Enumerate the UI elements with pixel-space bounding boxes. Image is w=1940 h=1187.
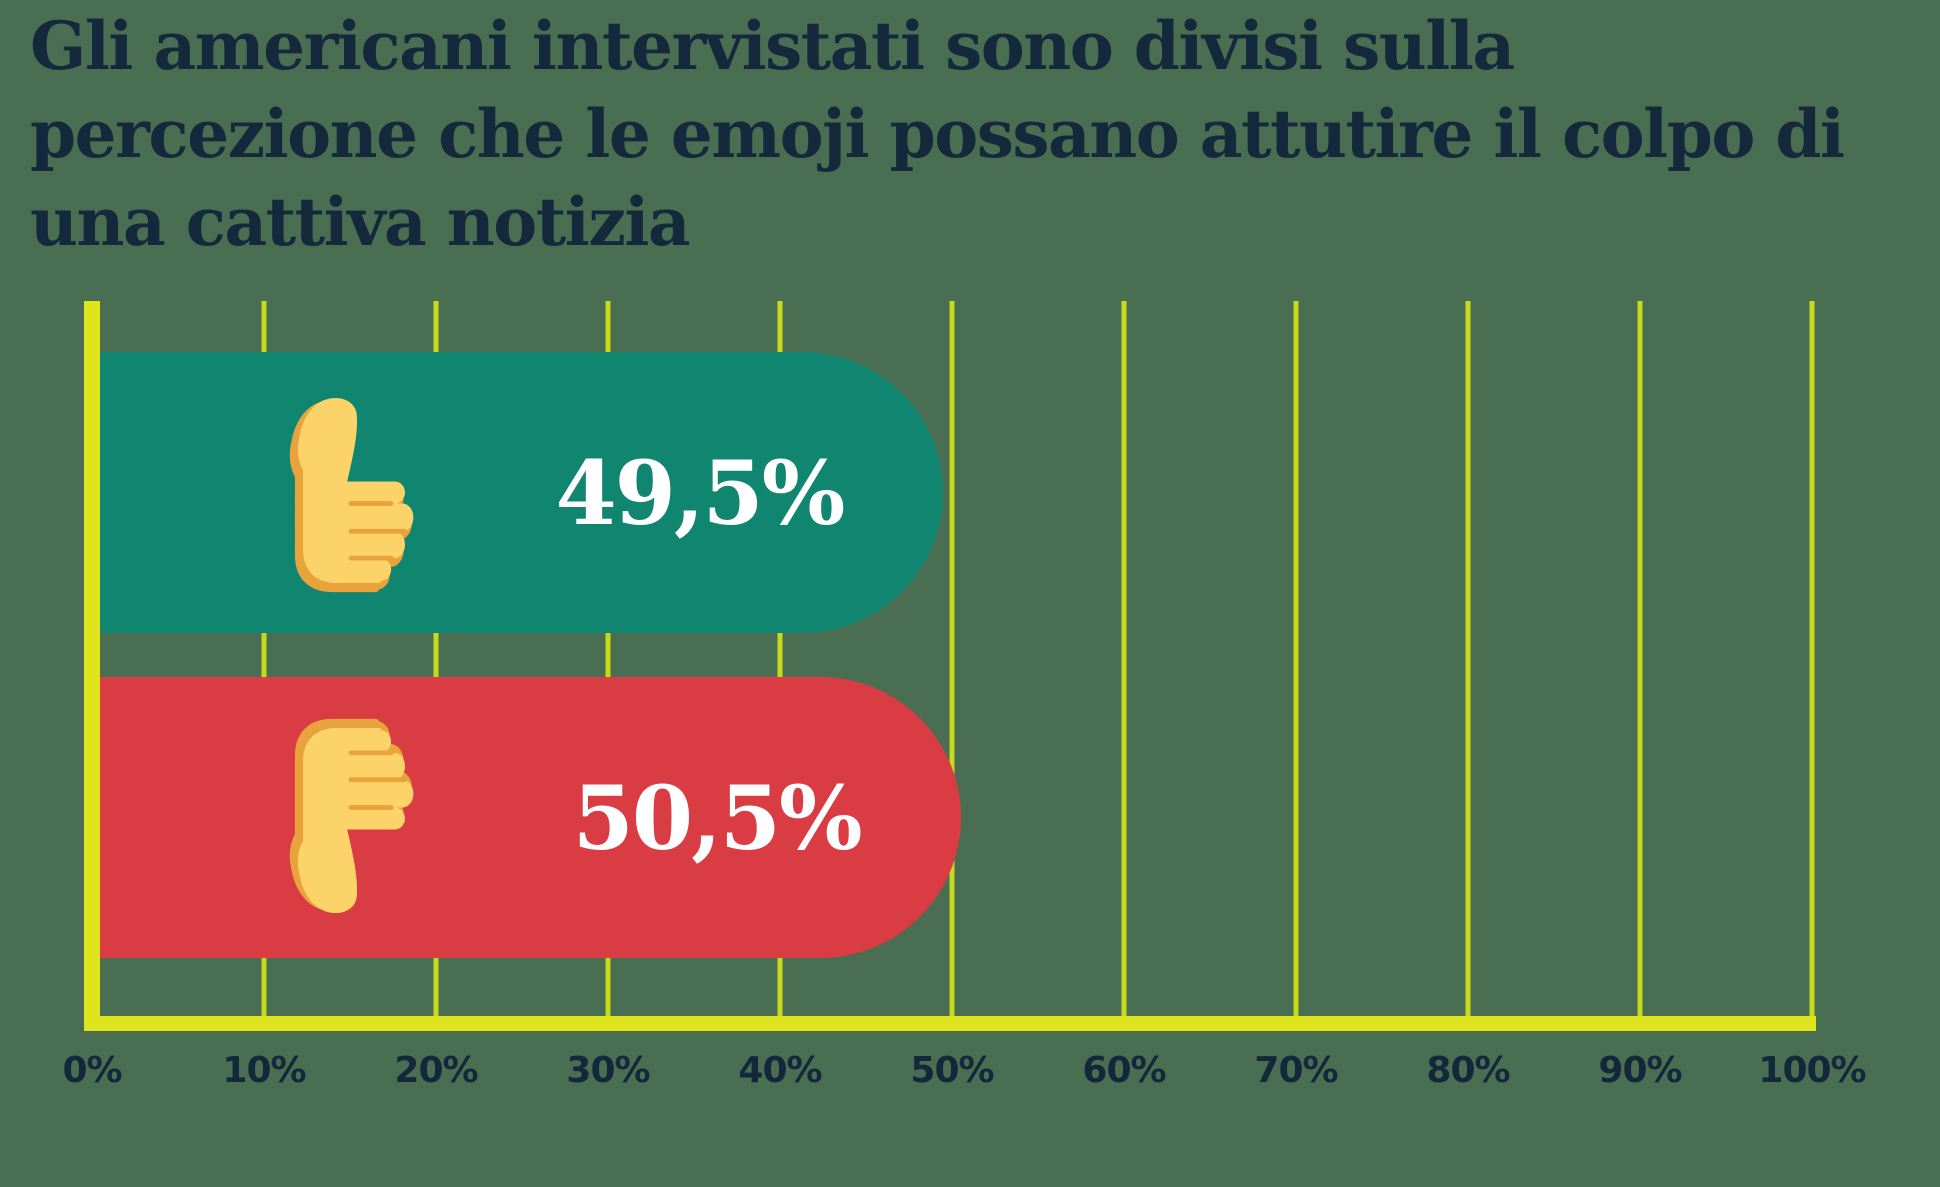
- x-tick-label: 90%: [1598, 1050, 1682, 1091]
- x-tick-label: 70%: [1254, 1050, 1338, 1091]
- x-tick-label: 10%: [222, 1050, 306, 1091]
- bar-value-label-thumbs-up: 49,5%: [555, 440, 845, 545]
- x-axis-labels: 0% 10% 20% 30% 40% 50% 60% 70% 80% 90% 100%: [62, 301, 1866, 1091]
- bar-value-label-thumbs-down: 50,5%: [572, 765, 863, 870]
- x-tick-label: 50%: [910, 1050, 994, 1091]
- gridline: [1293, 301, 1299, 1016]
- x-tick-label: 0%: [62, 1050, 122, 1091]
- bar-thumbs-up: 49,5%: [92, 352, 944, 633]
- gridline: [949, 301, 955, 1016]
- gridline: [1465, 301, 1471, 1016]
- chart-title: Gli americani intervistati sono divisi s…: [30, 2, 1845, 266]
- chart-title-line-1: Gli americani intervistati sono divisi s…: [30, 7, 1515, 85]
- thumbs-up-icon: [282, 392, 416, 593]
- gridline: [605, 301, 611, 1016]
- thumbs-down-icon: [282, 717, 416, 918]
- gridline: [1121, 301, 1127, 1016]
- gridline: [1809, 301, 1815, 1016]
- y-axis-line: [84, 301, 100, 1030]
- plot-area: 49,5% 50,5% 0% 10% 20% 30% 40% 50% 60% 70% 80% 90…: [62, 301, 1867, 1091]
- gridline: [777, 301, 783, 1016]
- gridline: [261, 301, 267, 1016]
- x-tick-label: 80%: [1426, 1050, 1510, 1091]
- gridline: [1637, 301, 1643, 1016]
- chart-title-line-2: percezione che le emoji possano attutire…: [30, 95, 1845, 173]
- bar-thumbs-down: 50,5%: [92, 677, 961, 958]
- x-tick-label: 30%: [566, 1050, 650, 1091]
- x-tick-label: 60%: [1082, 1050, 1166, 1091]
- chart-title-line-3: una cattiva notizia: [30, 183, 691, 261]
- gridline: [433, 301, 439, 1016]
- x-tick-label: 100%: [1758, 1050, 1866, 1091]
- x-tick-label: 20%: [394, 1050, 478, 1091]
- x-tick-label: 40%: [738, 1050, 822, 1091]
- x-axis-line: [84, 1016, 1816, 1031]
